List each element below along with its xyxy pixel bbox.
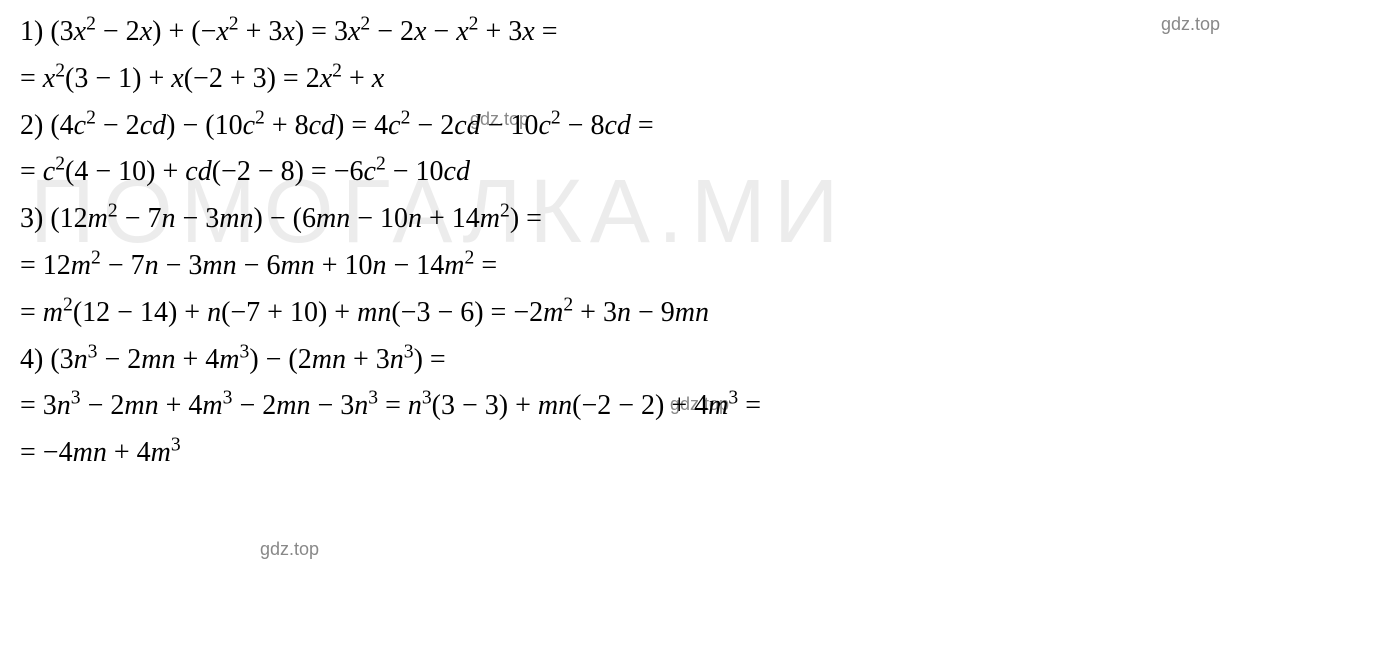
math-line-8: 4) (3n3 − 2mn + 4m3) − (2mn + 3n3) =: [20, 338, 1380, 383]
math-line-1: 1) (3x2 − 2x) + (−x2 + 3x) = 3x2 − 2x − …: [20, 10, 1380, 55]
watermark-small-4: gdz.top: [260, 535, 319, 564]
math-line-7: = m2(12 − 14) + n(−7 + 10) + mn(−3 − 6) …: [20, 291, 1380, 336]
math-content: 1) (3x2 − 2x) + (−x2 + 3x) = 3x2 − 2x − …: [20, 10, 1380, 476]
math-line-3: 2) (4c2 − 2cd) − (10c2 + 8cd) = 4c2 − 2c…: [20, 104, 1380, 149]
math-line-6: = 12m2 − 7n − 3mn − 6mn + 10n − 14m2 =: [20, 244, 1380, 289]
math-line-5: 3) (12m2 − 7n − 3mn) − (6mn − 10n + 14m2…: [20, 197, 1380, 242]
math-line-2: = x2(3 − 1) + x(−2 + 3) = 2x2 + x: [20, 57, 1380, 102]
math-line-4: = c2(4 − 10) + cd(−2 − 8) = −6c2 − 10cd: [20, 150, 1380, 195]
math-line-9: = 3n3 − 2mn + 4m3 − 2mn − 3n3 = n3(3 − 3…: [20, 384, 1380, 429]
math-line-10: = −4mn + 4m3: [20, 431, 1380, 476]
